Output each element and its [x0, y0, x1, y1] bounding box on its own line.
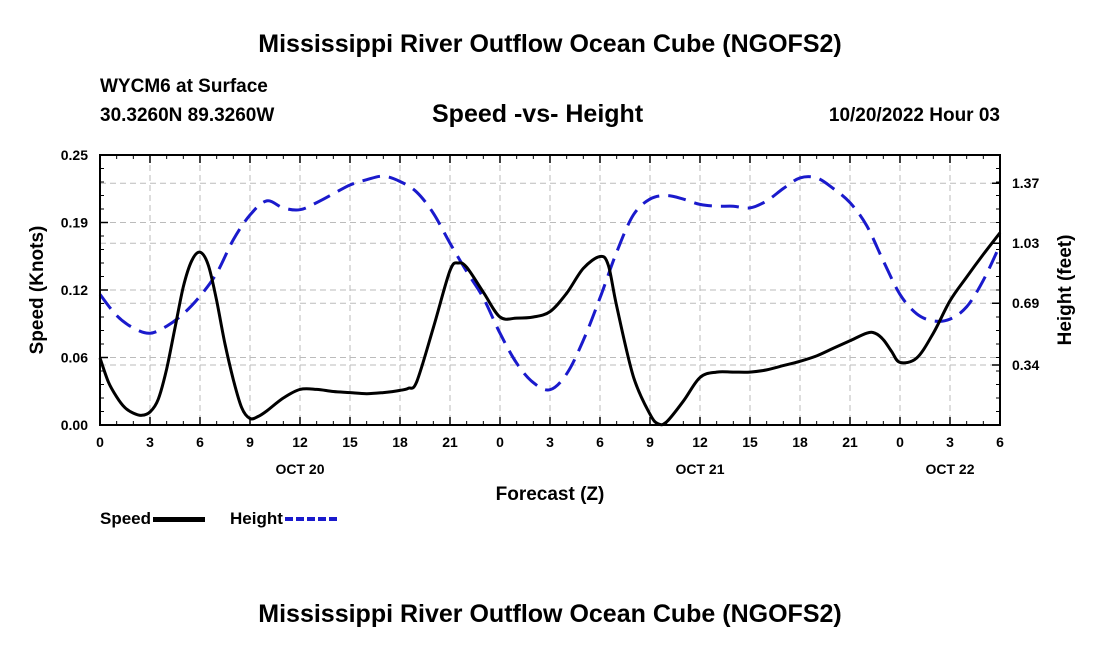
x-tick-label: 3: [546, 434, 554, 450]
x-tick-label: 0: [496, 434, 504, 450]
x-tick-label: 6: [196, 434, 204, 450]
x-tick-label: 9: [246, 434, 254, 450]
y-right-tick-label: 1.03: [1012, 235, 1039, 251]
legend-speed-label: Speed: [100, 509, 152, 528]
y-right-tick-label: 0.69: [1012, 295, 1039, 311]
x-tick-label: 21: [442, 434, 458, 450]
x-date-label: OCT 20: [275, 461, 324, 477]
chart-subtitle: Speed -vs- Height: [432, 100, 644, 128]
speed-series-line: [98, 231, 1002, 427]
x-date-label: OCT 22: [925, 461, 974, 477]
y-left-tick-label: 0.06: [61, 350, 88, 366]
y-right-tick-label: 1.37: [1012, 175, 1039, 191]
x-tick-label: 18: [792, 434, 808, 450]
x-tick-label: 0: [96, 434, 104, 450]
legend-speed: Speed: [100, 509, 206, 529]
axis-ticks: [99, 154, 1001, 426]
x-tick-label: 0: [896, 434, 904, 450]
station-coordinates: 30.3260N 89.3260W: [100, 105, 275, 126]
y-right-axis-title: Height (feet): [1055, 235, 1076, 346]
y-left-tick-label: 0.00: [61, 417, 88, 433]
y-left-tick-label: 0.19: [61, 215, 88, 231]
y-left-tick-label: 0.12: [61, 282, 88, 298]
series-layer: [98, 174, 1002, 427]
y-right-tick-label: 0.34: [1012, 357, 1039, 373]
x-tick-label: 21: [842, 434, 858, 450]
y-left-tick-label: 0.25: [61, 147, 88, 163]
x-tick-label: 15: [742, 434, 758, 450]
station-label: WYCM6 at Surface: [100, 76, 268, 97]
x-tick-label: 12: [292, 434, 308, 450]
x-tick-label: 9: [646, 434, 654, 450]
chart-main-title: Mississippi River Outflow Ocean Cube (NG…: [258, 30, 842, 58]
axis-labels: 0 3 6 9 12 15 18 21 0 3 6 9 12 15 18 21 0 3 6 OCT 20 OCT 21 O…: [61, 147, 1040, 477]
footer-title: Mississippi River Outflow Ocean Cube (NG…: [258, 600, 842, 628]
x-tick-label: 12: [692, 434, 708, 450]
x-axis-title: Forecast (Z): [496, 484, 605, 505]
x-tick-label: 15: [342, 434, 358, 450]
x-tick-label: 6: [996, 434, 1004, 450]
x-tick-label: 18: [392, 434, 408, 450]
legend-height-label: Height: [230, 509, 283, 528]
height-series-line: [98, 174, 1002, 392]
x-tick-label: 3: [946, 434, 954, 450]
y-left-axis-title: Speed (Knots): [27, 226, 48, 355]
x-tick-label: 3: [146, 434, 154, 450]
x-date-label: OCT 21: [675, 461, 724, 477]
legend-speed-swatch: [153, 516, 206, 522]
legend-height: Height: [230, 509, 337, 529]
grid-lines: [100, 155, 1000, 425]
legend-height-swatch: [284, 517, 337, 521]
forecast-datetime: 10/20/2022 Hour 03: [828, 105, 1000, 126]
x-tick-label: 6: [596, 434, 604, 450]
